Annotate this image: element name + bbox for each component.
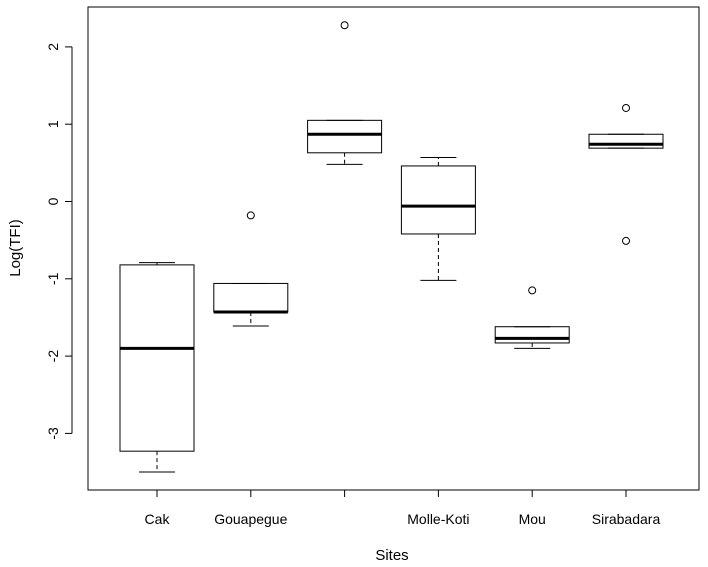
- plot-frame: [87, 6, 700, 491]
- box: [588, 133, 664, 149]
- y-tick-label: -3: [45, 427, 61, 440]
- boxplot-3: [307, 21, 383, 165]
- x-tick-label: Cak: [145, 511, 171, 527]
- y-tick-label: -2: [45, 350, 61, 363]
- box: [307, 119, 383, 154]
- x-tick-label: Mou: [519, 511, 546, 527]
- boxplot-5: [494, 286, 570, 349]
- outlier-point: [246, 211, 255, 220]
- y-axis: -3 -2 -1 0 1 2: [45, 43, 73, 440]
- x-axis: Cak Gouapegue Molle-Koti Mou Sirabadara: [145, 489, 661, 527]
- x-tick-label: Gouapegue: [214, 511, 287, 527]
- y-tick-label: -1: [45, 272, 61, 285]
- outlier-point: [622, 236, 630, 245]
- y-tick-label: 2: [45, 43, 61, 51]
- x-tick-label: Sirabadara: [592, 511, 661, 527]
- y-tick-label: 0: [45, 197, 61, 205]
- box: [119, 264, 195, 452]
- y-axis-title: Log(TFI): [7, 219, 24, 277]
- boxplot-6: [588, 103, 664, 245]
- boxplot-1: [119, 262, 195, 473]
- boxplot-4: [400, 156, 476, 281]
- boxplots: [119, 21, 664, 473]
- y-tick-label: 1: [45, 120, 61, 128]
- x-tick-label: Molle-Koti: [407, 511, 469, 527]
- outlier-point: [528, 286, 537, 295]
- box: [494, 326, 570, 344]
- x-axis-title: Sites: [375, 547, 408, 564]
- box: [400, 165, 476, 235]
- box: [213, 282, 289, 313]
- outlier-point: [622, 103, 630, 112]
- boxplot-2: [213, 211, 289, 327]
- outlier-point: [340, 21, 349, 30]
